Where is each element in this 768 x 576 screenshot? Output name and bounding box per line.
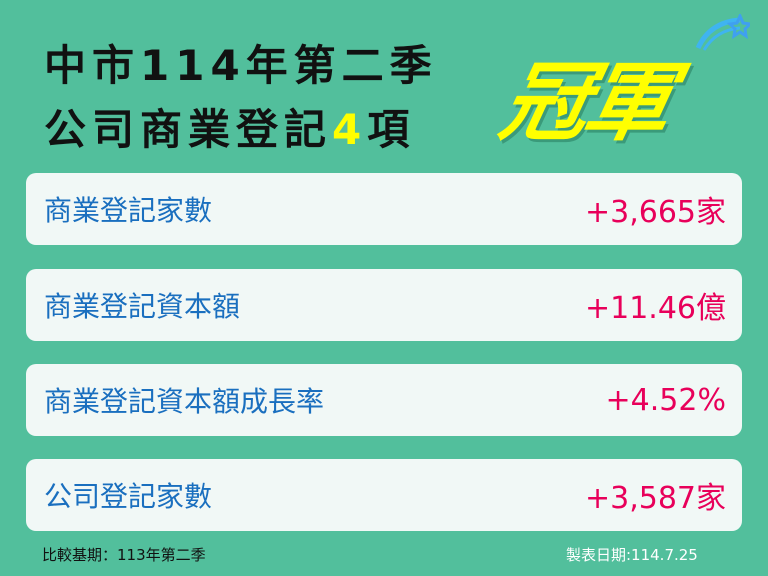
title-line-1: 中市114年第二季 [44, 41, 438, 90]
stat-card: 商業登記資本額 +11.46億 [26, 269, 742, 341]
stat-value: +4.52% [605, 382, 726, 418]
baseline-note: 比較基期：113年第二季 [42, 546, 206, 564]
stat-label: 公司登記家數 [44, 480, 213, 513]
stat-card: 商業登記家數 +3,665家 [26, 173, 742, 245]
stat-value: +3,665家 [584, 195, 726, 230]
stat-card: 公司登記家數 +3,587家 [26, 459, 742, 531]
stat-label: 商業登記資本額 [44, 290, 241, 323]
stat-card: 商業登記資本額成長率 +4.52% [26, 364, 742, 436]
date-note: 製表日期:114.7.25 [566, 546, 698, 564]
title-part: 項 [367, 105, 416, 154]
title-line-2: 公司商業登記4項 [44, 96, 415, 157]
stat-label: 商業登記家數 [44, 194, 213, 227]
title-count: 4 [332, 105, 368, 154]
stat-value: +11.46億 [584, 291, 726, 326]
star-swoosh-icon [695, 14, 750, 51]
stat-label: 商業登記資本額成長率 [44, 385, 325, 418]
stat-value: +3,587家 [584, 481, 726, 516]
champion-badge: 冠軍 [492, 53, 678, 153]
title-part: 公司商業登記 [44, 105, 333, 154]
